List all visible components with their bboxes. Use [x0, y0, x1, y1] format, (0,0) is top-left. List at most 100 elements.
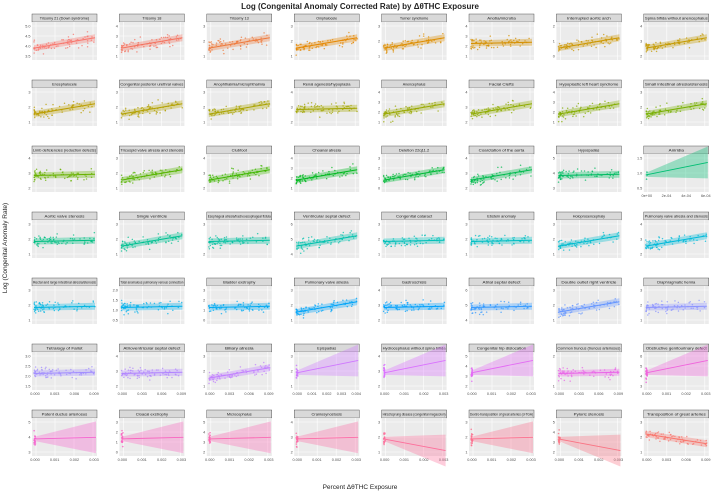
data-point	[155, 113, 158, 115]
y-tick-label: 2	[378, 166, 380, 170]
y-tick-label: 2	[28, 237, 30, 241]
data-point	[297, 48, 299, 50]
data-point	[120, 436, 123, 439]
data-point	[678, 436, 680, 438]
data-point	[513, 109, 515, 111]
data-point	[42, 246, 44, 249]
confidence-band	[121, 421, 184, 454]
data-point	[209, 180, 212, 182]
data-point	[679, 38, 681, 40]
data-point	[317, 239, 319, 241]
facet-strip-label: Clubfoot	[232, 149, 247, 153]
data-point	[171, 103, 174, 105]
data-point	[160, 174, 163, 176]
data-point	[647, 43, 649, 46]
data-point	[214, 381, 217, 384]
data-point	[167, 303, 169, 305]
data-point	[427, 42, 429, 44]
data-point	[42, 53, 45, 55]
data-point	[36, 308, 39, 311]
data-point	[342, 105, 344, 107]
data-point	[483, 43, 485, 46]
data-point	[591, 371, 594, 373]
data-point	[421, 234, 423, 236]
data-point	[41, 173, 44, 175]
y-tick-label: 3	[203, 288, 205, 292]
x-tick-label: 0.003	[526, 458, 536, 462]
data-point	[122, 304, 124, 307]
data-point	[604, 106, 607, 109]
data-point	[258, 309, 260, 311]
data-point	[648, 435, 650, 437]
data-point	[253, 109, 255, 111]
data-point	[227, 375, 229, 377]
data-point	[131, 175, 133, 178]
data-point	[66, 241, 68, 244]
data-point	[391, 43, 393, 46]
data-point	[699, 439, 702, 442]
data-point	[573, 113, 576, 115]
data-point	[420, 103, 423, 106]
facet-strip-label: Deletion 22q11.2	[399, 149, 429, 153]
panel-rectal-and-large-intestinal-atresia-stenosis: Rectal and large intestinal atresia/sten…	[28, 277, 98, 324]
x-tick-label: 0.000	[642, 392, 652, 396]
data-point	[491, 178, 493, 180]
data-point	[566, 42, 569, 45]
data-point	[220, 373, 222, 376]
data-point	[137, 369, 140, 371]
data-point	[167, 312, 169, 315]
trend-line	[208, 37, 270, 49]
y-tick-label: 4	[378, 288, 380, 292]
trend-line	[383, 305, 445, 309]
data-point	[570, 375, 573, 378]
data-point	[403, 173, 406, 176]
data-point	[485, 47, 488, 49]
data-point	[478, 39, 481, 41]
x-tick-label: 0.003	[701, 392, 711, 396]
data-point	[322, 109, 325, 111]
y-tick-label: 3	[116, 420, 118, 424]
y-tick-label: 1	[203, 308, 205, 312]
data-point	[474, 234, 477, 237]
data-point	[385, 49, 388, 51]
facet-strip-label: Facial Clefts	[489, 83, 514, 87]
data-point	[266, 167, 268, 169]
data-point	[149, 379, 151, 381]
data-point	[303, 47, 306, 50]
data-point	[406, 40, 409, 43]
data-point	[327, 40, 329, 42]
data-point	[229, 44, 232, 47]
x-tick-label: 0.002	[157, 458, 167, 462]
data-point	[124, 181, 126, 183]
data-point	[229, 111, 231, 114]
data-point	[671, 435, 673, 438]
data-point	[77, 176, 79, 179]
data-point	[695, 102, 698, 104]
data-point	[153, 374, 156, 376]
data-point	[485, 311, 488, 313]
data-point	[226, 371, 229, 373]
y-tick-label: 1	[378, 450, 380, 454]
data-point	[51, 114, 53, 117]
y-tick-label: 2	[203, 105, 205, 109]
data-point	[617, 231, 620, 234]
data-point	[383, 441, 385, 444]
data-point	[412, 44, 415, 46]
data-point	[476, 113, 479, 116]
data-point	[34, 375, 37, 378]
x-tick-label: 0.001	[307, 392, 317, 396]
data-point	[295, 48, 298, 51]
data-point	[261, 309, 263, 311]
data-point	[138, 370, 141, 373]
data-point	[142, 371, 145, 373]
data-point	[609, 42, 612, 44]
data-point	[263, 370, 265, 372]
data-point	[614, 297, 617, 300]
data-point	[137, 115, 139, 118]
data-point	[336, 106, 339, 108]
data-point	[159, 38, 161, 41]
data-point	[177, 374, 180, 377]
data-point	[567, 375, 569, 377]
data-point	[561, 243, 563, 245]
